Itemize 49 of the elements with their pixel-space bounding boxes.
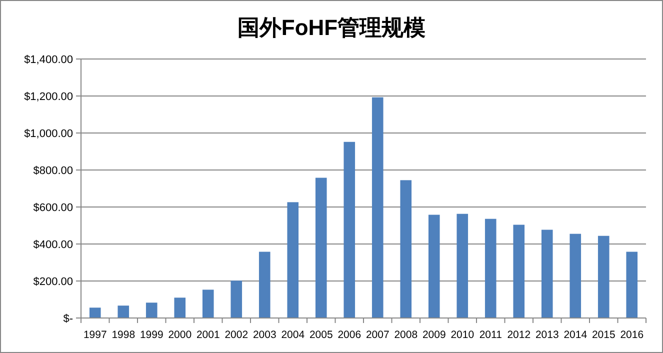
y-tick-label: $800.00 [33,165,73,177]
bar [626,252,638,318]
x-tick-label: 2007 [366,329,390,341]
x-tick-label: 1998 [112,329,136,341]
x-tick-label: 2014 [564,329,588,341]
bar [174,298,186,318]
bar [598,236,610,318]
bar [513,224,525,318]
bar [484,218,496,318]
x-tick-label: 2001 [196,329,220,341]
bar [230,280,242,318]
bar [89,308,101,318]
bar [202,290,214,318]
bar [400,180,412,318]
x-tick-label: 2009 [422,329,446,341]
y-tick-label: $1,400.00 [24,54,73,66]
x-tick-label: 2013 [535,329,559,341]
x-tick-label: 2004 [281,329,305,341]
x-tick-label: 2003 [252,329,276,341]
x-tick-label: 2016 [620,329,644,341]
y-tick-label: $200.00 [33,276,73,288]
bar [118,306,130,318]
x-tick-label: 2015 [592,329,616,341]
x-tick-label: 2010 [450,329,474,341]
y-tick-label: $600.00 [33,202,73,214]
x-tick-label: 2006 [338,329,362,341]
y-tick-label: $- [63,313,74,325]
bar [428,214,440,318]
bar [258,252,270,318]
y-tick-label: $1,000.00 [24,128,73,140]
chart-title: 国外FoHF管理规模 [237,15,426,40]
x-tick-label: 1997 [83,329,107,341]
x-tick-label: 2011 [479,329,502,341]
bar [315,178,327,318]
bar [541,230,553,318]
bar [146,302,158,318]
x-tick-label: 2008 [394,329,418,341]
x-tick-label: 1999 [140,329,164,341]
x-tick-label: 2002 [224,329,248,341]
bar [372,97,384,318]
y-tick-label: $400.00 [33,239,73,251]
bar [344,142,356,318]
x-tick-label: 2005 [309,329,333,341]
bar [287,202,299,318]
bar [456,214,468,318]
bar [570,234,582,318]
x-tick-label: 2012 [507,329,531,341]
y-tick-label: $1,200.00 [24,91,73,103]
x-tick-label: 2000 [168,329,192,341]
